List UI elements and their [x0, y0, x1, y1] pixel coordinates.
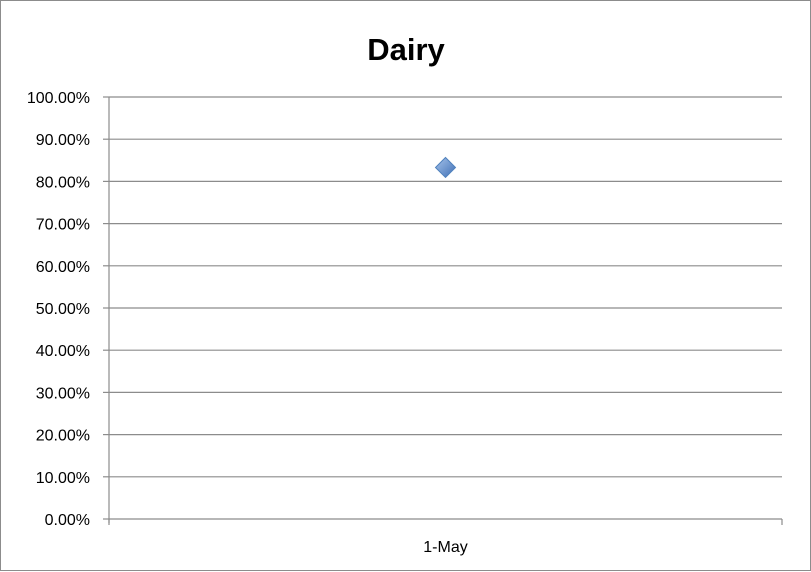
y-tick-label: 80.00%: [36, 174, 90, 191]
data-points: [434, 156, 457, 179]
y-tick-label: 90.00%: [36, 132, 90, 149]
axes: [103, 96, 783, 525]
y-tick-label: 50.00%: [36, 301, 90, 318]
x-tick-label: 1-May: [423, 539, 467, 556]
x-tick-labels: 1-May: [423, 539, 467, 556]
y-tick-label: 100.00%: [27, 90, 90, 107]
y-tick-label: 0.00%: [45, 512, 90, 529]
y-tick-label: 20.00%: [36, 428, 90, 445]
chart-title: Dairy: [367, 32, 445, 67]
data-point-diamond: [434, 156, 457, 179]
y-tick-labels: 0.00% 10.00% 20.00% 30.00% 40.00% 50.00% 60.00…: [27, 90, 90, 529]
gridlines: [109, 96, 782, 478]
y-tick-label: 30.00%: [36, 385, 90, 402]
y-tick-label: 60.00%: [36, 259, 90, 276]
y-tick-label: 40.00%: [36, 343, 90, 360]
y-tick-label: 10.00%: [36, 470, 90, 487]
y-tick-label: 70.00%: [36, 217, 90, 234]
